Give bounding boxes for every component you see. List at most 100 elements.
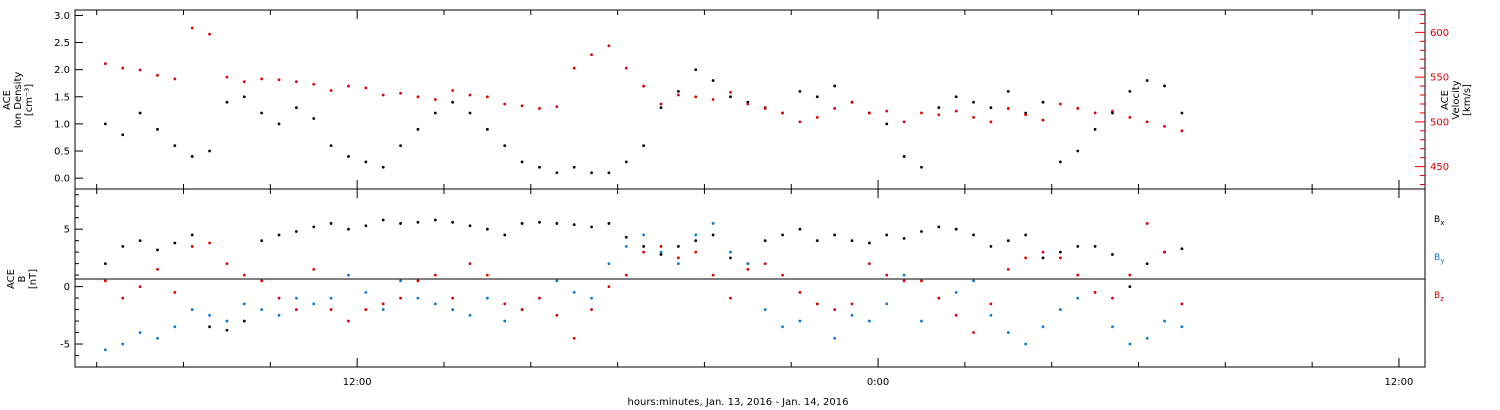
data-point <box>416 127 420 131</box>
y-tick-label: 1.0 <box>54 119 70 130</box>
data-point <box>503 233 507 237</box>
data-point <box>572 66 576 70</box>
data-point <box>590 171 593 175</box>
data-point <box>538 165 541 169</box>
data-point <box>433 302 437 306</box>
data-point <box>972 233 975 237</box>
data-point <box>555 171 559 175</box>
data-point <box>503 102 507 106</box>
data-point <box>1076 245 1080 248</box>
data-point <box>1180 129 1184 133</box>
data-point <box>694 250 698 254</box>
data-point <box>972 279 975 283</box>
data-point <box>1093 111 1097 115</box>
y-tick-label: 0 <box>64 282 70 293</box>
data-point <box>329 308 333 311</box>
data-point <box>1145 120 1149 124</box>
data-point <box>572 165 576 169</box>
data-point <box>277 313 281 317</box>
data-point <box>867 111 871 115</box>
data-point <box>312 225 316 229</box>
data-point <box>1041 325 1045 329</box>
data-point <box>208 32 211 36</box>
data-point <box>103 348 107 352</box>
data-point <box>347 273 350 277</box>
data-point <box>103 122 107 126</box>
data-point <box>920 111 923 115</box>
data-point <box>555 313 559 317</box>
data-point <box>1128 285 1132 289</box>
data-point <box>676 256 680 260</box>
data-point <box>607 222 611 225</box>
data-point <box>173 290 177 294</box>
data-point <box>607 171 611 175</box>
data-point <box>381 93 385 97</box>
data-point <box>711 98 715 101</box>
data-point <box>103 62 107 66</box>
data-point <box>451 89 455 92</box>
data-point <box>954 95 958 99</box>
data-point <box>399 144 402 148</box>
data-point <box>1006 107 1010 110</box>
data-point <box>520 160 524 164</box>
data-point <box>364 308 368 311</box>
data-point <box>1180 302 1184 306</box>
data-point <box>156 336 159 340</box>
data-point <box>190 26 194 30</box>
data-point <box>468 93 472 97</box>
data-point <box>294 106 298 110</box>
y-tick-label: 5 <box>64 225 70 236</box>
data-point <box>885 122 889 126</box>
data-point <box>920 319 923 323</box>
data-point <box>277 78 281 82</box>
legend-by: By <box>1434 253 1444 265</box>
data-point <box>954 313 958 317</box>
data-point <box>937 113 941 117</box>
data-point <box>312 117 316 120</box>
data-point <box>381 308 385 311</box>
data-point <box>850 302 854 306</box>
data-point <box>1024 342 1028 346</box>
data-point <box>607 44 611 48</box>
data-point <box>260 77 264 81</box>
data-point <box>329 296 333 300</box>
data-point <box>642 84 646 88</box>
data-point <box>694 68 698 72</box>
data-point <box>902 273 906 277</box>
data-point <box>902 279 906 283</box>
data-point <box>763 107 767 110</box>
x-tick-label: 12:00 <box>1385 377 1414 388</box>
data-point <box>815 116 819 119</box>
data-point <box>242 80 246 83</box>
data-point <box>1145 222 1149 225</box>
data-point <box>1145 262 1149 266</box>
data-point <box>225 100 229 104</box>
data-point <box>468 313 472 317</box>
density-axis-title-text: ACEIon Density[cm⁻³] <box>2 72 35 129</box>
data-point <box>225 262 229 266</box>
data-point <box>1163 124 1166 128</box>
data-point <box>642 144 646 148</box>
data-point <box>225 328 229 332</box>
data-point <box>260 279 264 283</box>
data-point <box>902 236 906 240</box>
data-point <box>798 89 802 93</box>
data-point <box>485 95 489 99</box>
data-point <box>642 250 646 254</box>
data-point <box>225 75 229 79</box>
data-point <box>1041 250 1045 254</box>
data-point <box>711 79 715 82</box>
data-point <box>833 84 837 88</box>
data-point <box>329 222 333 225</box>
data-point <box>138 285 142 289</box>
data-point <box>572 290 576 294</box>
data-point <box>208 325 211 329</box>
data-point <box>173 241 177 245</box>
data-point <box>763 262 767 266</box>
data-point <box>729 95 732 99</box>
data-point <box>798 227 802 231</box>
data-point <box>156 73 159 77</box>
data-point <box>729 296 732 300</box>
field-axis-title: ACEB[nT] <box>6 269 39 289</box>
x-tick-label: 12:00 <box>343 377 372 388</box>
